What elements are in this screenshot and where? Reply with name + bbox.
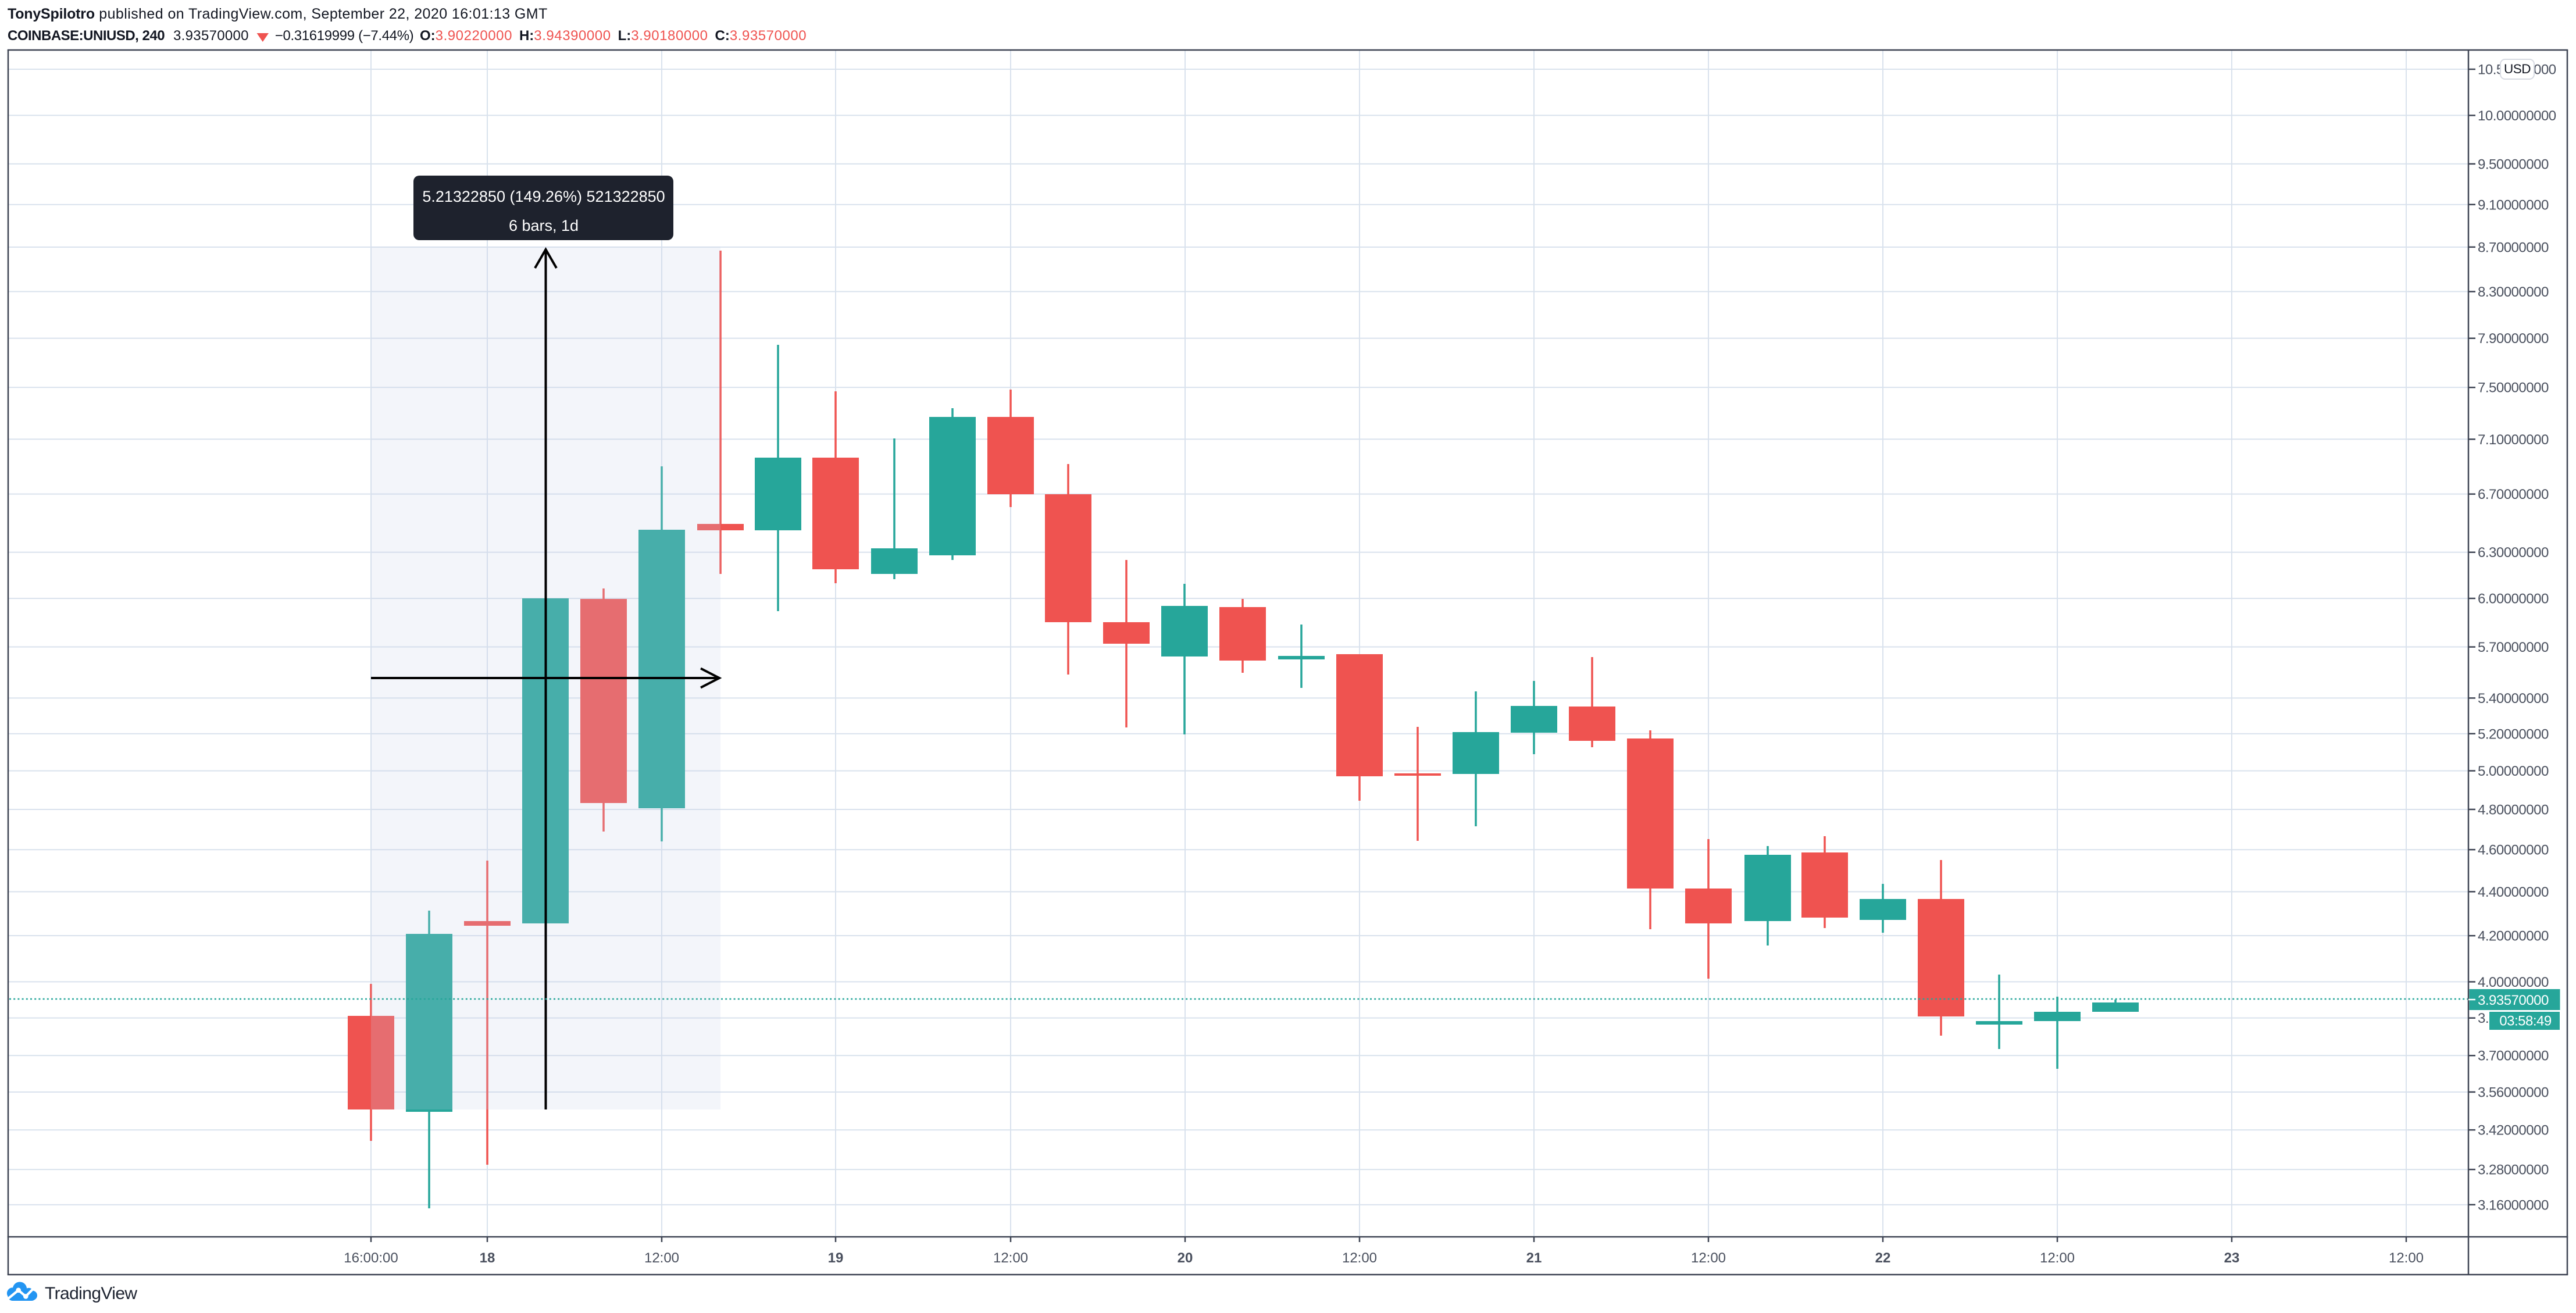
- svg-text:9.10000000: 9.10000000: [2478, 197, 2549, 213]
- svg-text:3.42000000: 3.42000000: [2478, 1123, 2549, 1139]
- svg-text:USD: USD: [2504, 62, 2531, 76]
- svg-text:6.30000000: 6.30000000: [2478, 545, 2549, 561]
- svg-text:6.70000000: 6.70000000: [2478, 487, 2549, 502]
- svg-text:−0.31619999 (−7.44%): −0.31619999 (−7.44%): [275, 28, 414, 44]
- svg-text:COINBASE:UNIUSD, 240 3.9357000: COINBASE:UNIUSD, 240 3.93570000: [8, 28, 249, 44]
- svg-text:16:00:00: 16:00:00: [344, 1250, 398, 1266]
- svg-text:3.56000000: 3.56000000: [2478, 1085, 2549, 1101]
- svg-text:5.00000000: 5.00000000: [2478, 763, 2549, 779]
- svg-text:9.50000000: 9.50000000: [2478, 156, 2549, 172]
- svg-text:3.93570000: 3.93570000: [2478, 993, 2549, 1008]
- svg-text:12:00: 12:00: [1691, 1250, 1726, 1266]
- svg-text:12:00: 12:00: [1342, 1250, 1377, 1266]
- svg-text:5.20000000: 5.20000000: [2478, 726, 2549, 742]
- svg-text:03:58:49: 03:58:49: [2499, 1014, 2552, 1029]
- svg-text:6.00000000: 6.00000000: [2478, 591, 2549, 607]
- svg-text:8.30000000: 8.30000000: [2478, 284, 2549, 300]
- svg-text:23: 23: [2224, 1250, 2240, 1266]
- svg-text:7.50000000: 7.50000000: [2478, 380, 2549, 396]
- svg-text:5.40000000: 5.40000000: [2478, 691, 2549, 707]
- svg-text:5.21322850 (149.26%) 521322850: 5.21322850 (149.26%) 521322850: [422, 188, 665, 205]
- svg-text:4.60000000: 4.60000000: [2478, 843, 2549, 858]
- svg-text:19: 19: [828, 1250, 844, 1266]
- svg-text:3.16000000: 3.16000000: [2478, 1197, 2549, 1213]
- svg-text:4.40000000: 4.40000000: [2478, 884, 2549, 900]
- svg-text:12:00: 12:00: [2389, 1250, 2424, 1266]
- svg-text:20: 20: [1178, 1250, 1193, 1266]
- svg-text:4.20000000: 4.20000000: [2478, 929, 2549, 944]
- svg-text:4.80000000: 4.80000000: [2478, 802, 2549, 818]
- svg-text:TradingView: TradingView: [45, 1284, 137, 1303]
- svg-text:5.70000000: 5.70000000: [2478, 640, 2549, 655]
- svg-text:3.28000000: 3.28000000: [2478, 1162, 2549, 1178]
- svg-text:7.10000000: 7.10000000: [2478, 432, 2549, 448]
- svg-text:6 bars, 1d: 6 bars, 1d: [509, 217, 579, 234]
- svg-text:12:00: 12:00: [993, 1250, 1028, 1266]
- svg-text:TonySpilotro published on Trad: TonySpilotro published on TradingView.co…: [8, 6, 548, 22]
- svg-text:3.70000000: 3.70000000: [2478, 1048, 2549, 1064]
- svg-text:8.70000000: 8.70000000: [2478, 240, 2549, 255]
- svg-text:18: 18: [480, 1250, 495, 1266]
- svg-text:7.90000000: 7.90000000: [2478, 331, 2549, 347]
- svg-text:22: 22: [1875, 1250, 1891, 1266]
- svg-text:4.00000000: 4.00000000: [2478, 975, 2549, 990]
- svg-text:21: 21: [1526, 1250, 1542, 1266]
- svg-text:12:00: 12:00: [644, 1250, 679, 1266]
- svg-text:12:00: 12:00: [2040, 1250, 2075, 1266]
- svg-text:10.00000000: 10.00000000: [2478, 108, 2556, 124]
